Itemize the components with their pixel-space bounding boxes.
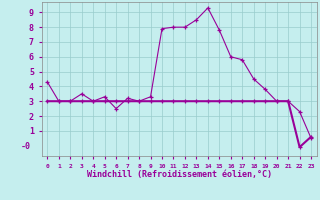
Text: -0: -0 (20, 142, 30, 151)
X-axis label: Windchill (Refroidissement éolien,°C): Windchill (Refroidissement éolien,°C) (87, 170, 272, 179)
